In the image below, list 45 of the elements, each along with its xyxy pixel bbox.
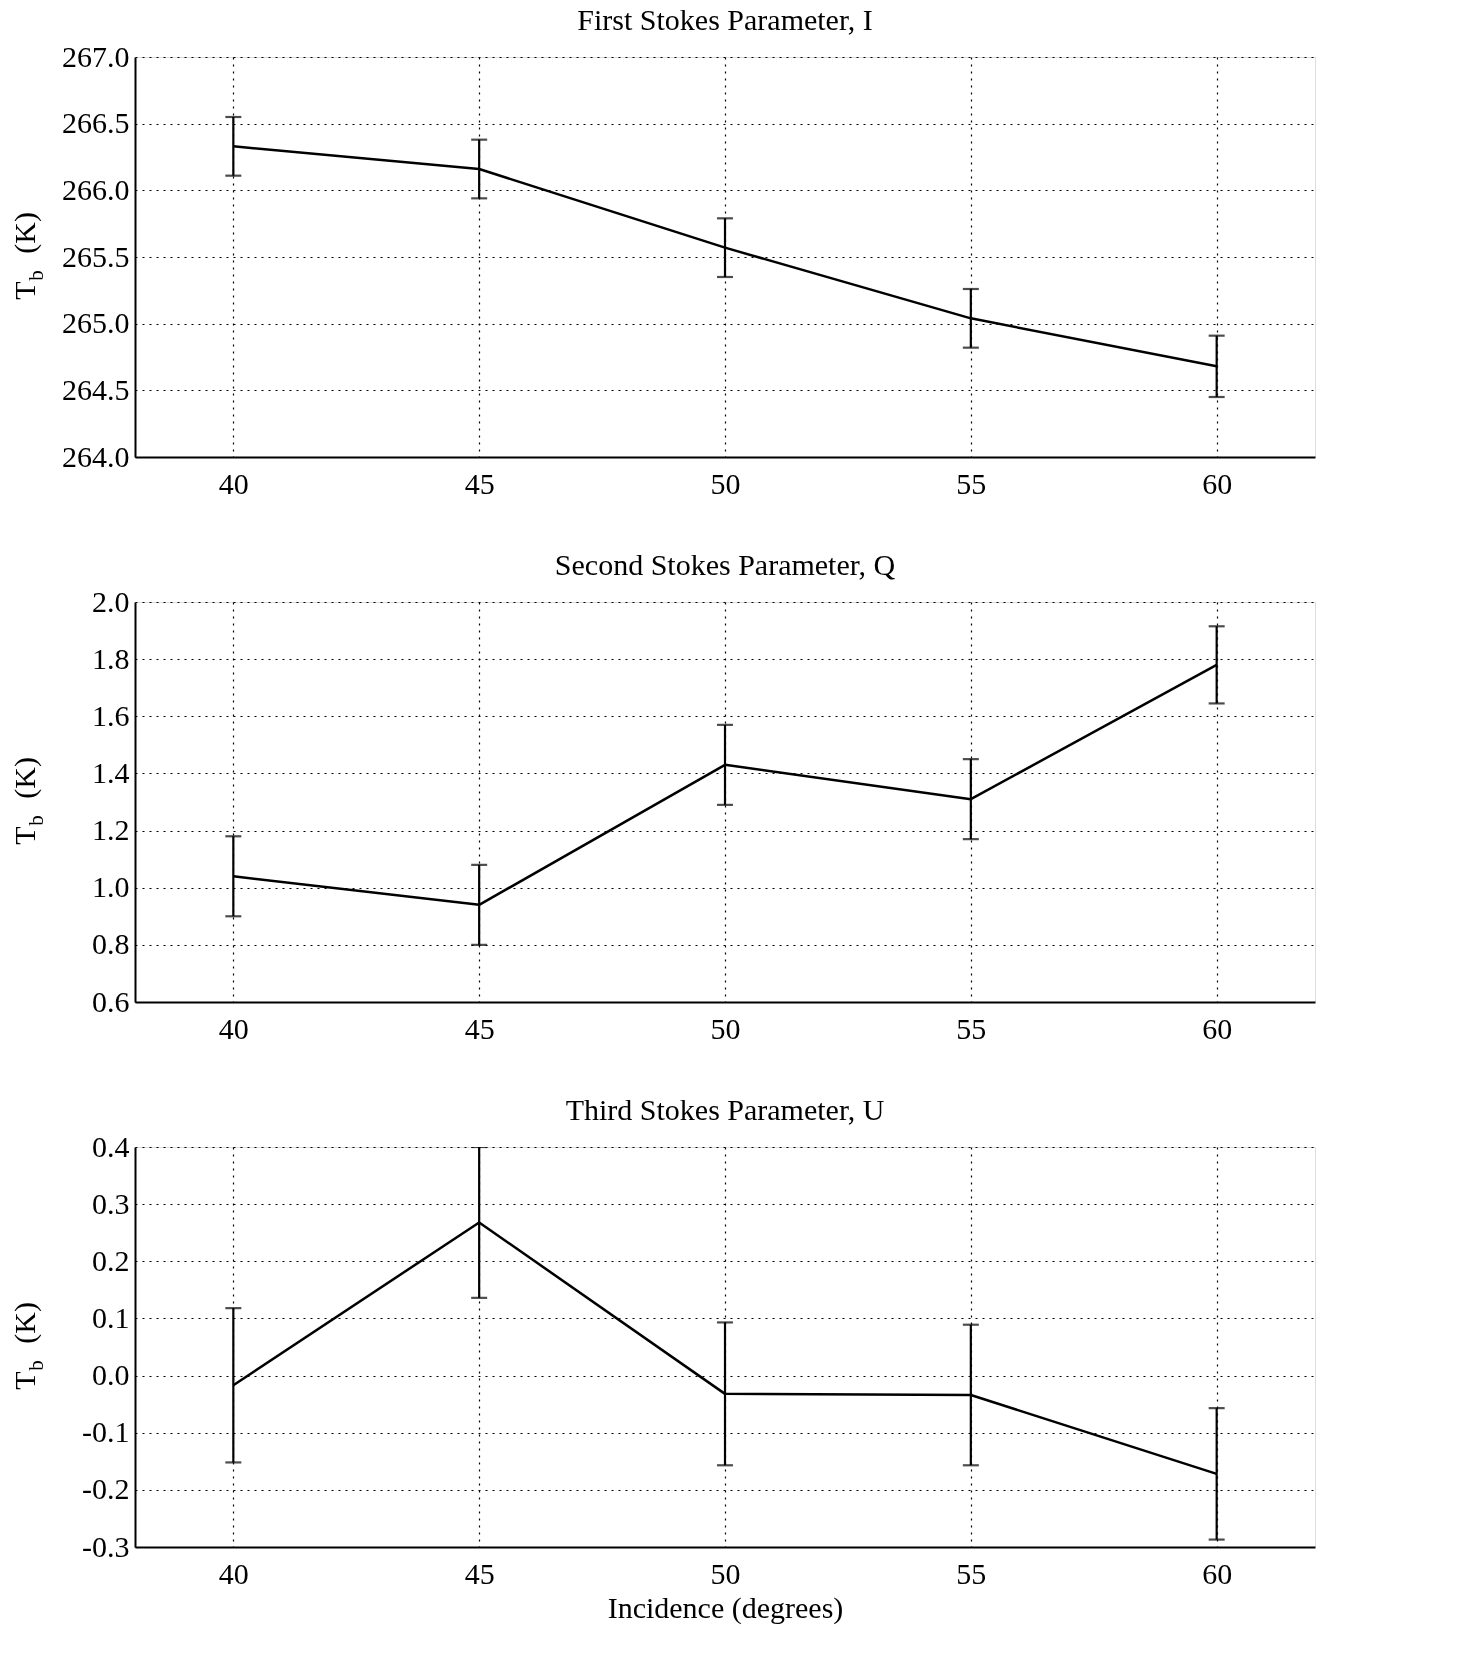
x-tick-label: 50	[710, 466, 741, 500]
x-tick-label: 60	[1202, 1556, 1233, 1590]
x-tick-label: 60	[1202, 466, 1233, 500]
y-tick-label: 1.2	[92, 813, 130, 847]
y-axis-title: Tb (K)	[8, 1302, 48, 1390]
x-tick-label: 45	[464, 1011, 495, 1045]
y-tick-label: 1.6	[92, 698, 130, 732]
y-tick-label: 266.5	[62, 106, 130, 140]
y-axis-title: Tb (K)	[8, 757, 48, 845]
y-tick-label: 0.0	[92, 1358, 130, 1392]
y-tick-label: -0.1	[82, 1415, 130, 1449]
x-tick-label: 40	[218, 466, 249, 500]
chart-title: Third Stokes Parameter, U	[565, 1093, 885, 1126]
x-tick-label: 40	[218, 1011, 249, 1045]
y-tick-label: 1.0	[92, 870, 130, 904]
x-tick-label: 40	[218, 1556, 249, 1590]
y-tick-label: 1.8	[92, 641, 130, 675]
y-axis-title: Tb (K)	[8, 212, 48, 300]
x-tick-label: 55	[956, 1011, 987, 1045]
y-tick-label: 0.4	[92, 1129, 130, 1163]
y-tick-label: 265.0	[62, 306, 130, 340]
x-tick-label: 55	[956, 466, 987, 500]
y-tick-label: 266.0	[62, 172, 130, 206]
y-tick-label: -0.3	[82, 1529, 130, 1563]
x-tick-label: 50	[710, 1556, 741, 1590]
y-tick-label: 0.2	[92, 1243, 130, 1277]
x-tick-label: 45	[464, 466, 495, 500]
x-tick-label: 55	[956, 1556, 987, 1590]
y-tick-label: 0.1	[92, 1300, 130, 1334]
chart-title: Second Stokes Parameter, Q	[554, 548, 896, 581]
y-tick-label: 0.3	[92, 1186, 130, 1220]
y-tick-label: 267.0	[62, 39, 130, 73]
y-tick-label: 264.0	[62, 439, 130, 473]
y-tick-label: 0.8	[92, 927, 130, 961]
y-tick-label: 265.5	[62, 239, 130, 273]
y-tick-label: -0.2	[82, 1472, 130, 1506]
x-tick-label: 45	[464, 1556, 495, 1590]
x-axis-title: Incidence (degrees)	[607, 1590, 844, 1625]
x-tick-label: 50	[710, 1011, 741, 1045]
y-tick-label: 0.6	[92, 984, 130, 1018]
chart-title: First Stokes Parameter, I	[577, 3, 873, 36]
y-tick-label: 264.5	[62, 372, 130, 406]
y-tick-label: 1.4	[92, 755, 130, 789]
y-tick-label: 2.0	[92, 584, 130, 618]
x-tick-label: 60	[1202, 1011, 1233, 1045]
